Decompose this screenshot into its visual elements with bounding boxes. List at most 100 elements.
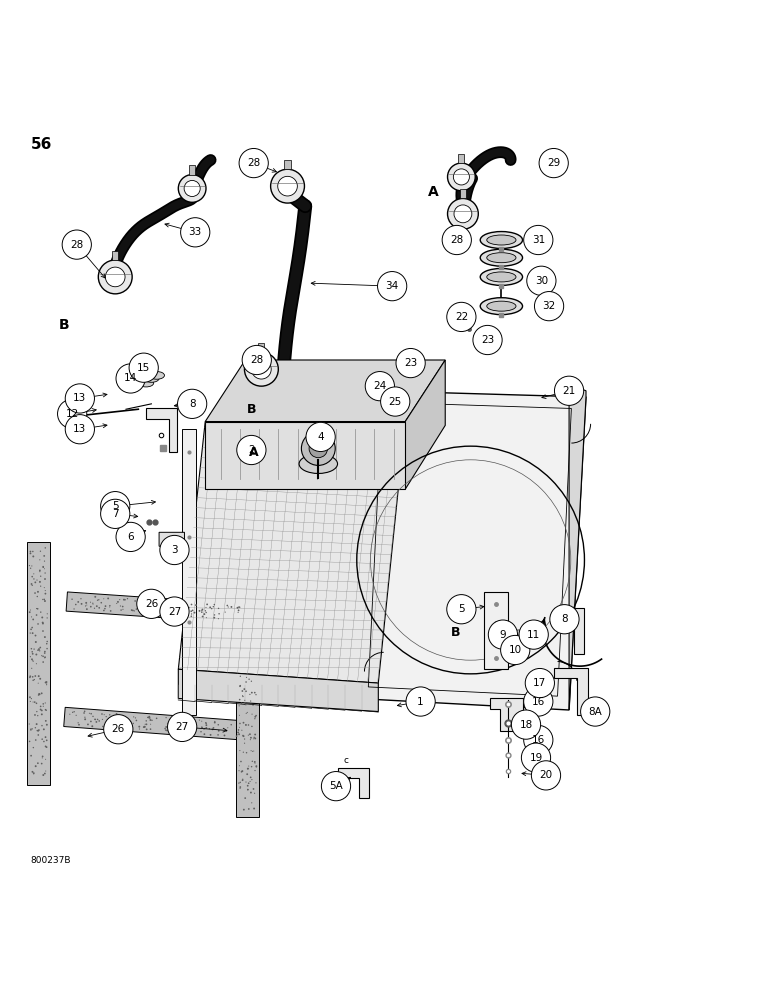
Point bbox=[78, 705, 90, 721]
Point bbox=[230, 728, 242, 744]
Polygon shape bbox=[554, 668, 587, 715]
Point bbox=[66, 704, 79, 720]
Point bbox=[40, 702, 52, 718]
Circle shape bbox=[242, 345, 272, 375]
Text: A: A bbox=[249, 446, 259, 459]
Point bbox=[249, 730, 262, 746]
Point bbox=[240, 669, 252, 685]
Point bbox=[208, 607, 221, 623]
Point bbox=[242, 761, 254, 777]
Point bbox=[26, 669, 39, 685]
Point bbox=[36, 702, 48, 718]
Point bbox=[241, 666, 253, 682]
Circle shape bbox=[454, 205, 472, 223]
Point bbox=[188, 716, 201, 732]
Point bbox=[35, 578, 47, 594]
Point bbox=[233, 698, 245, 714]
Point bbox=[34, 552, 46, 568]
Ellipse shape bbox=[480, 268, 523, 285]
Point bbox=[234, 779, 246, 795]
Point bbox=[27, 653, 39, 669]
Text: 25: 25 bbox=[388, 397, 402, 407]
Point bbox=[68, 601, 80, 617]
Point bbox=[89, 589, 101, 605]
Text: 27: 27 bbox=[168, 607, 181, 617]
Point bbox=[172, 721, 185, 737]
Point bbox=[41, 610, 53, 626]
Point bbox=[103, 599, 116, 615]
Point bbox=[181, 599, 193, 615]
Text: B: B bbox=[59, 318, 69, 332]
Ellipse shape bbox=[487, 272, 516, 282]
Point bbox=[244, 686, 256, 702]
Point bbox=[242, 761, 254, 777]
Point bbox=[114, 708, 127, 724]
Text: 5: 5 bbox=[458, 604, 465, 614]
Point bbox=[225, 717, 238, 733]
Point bbox=[27, 548, 39, 564]
Point bbox=[84, 594, 96, 610]
Text: 29: 29 bbox=[547, 158, 560, 168]
Text: 33: 33 bbox=[188, 227, 201, 237]
Circle shape bbox=[442, 225, 472, 255]
Text: 8A: 8A bbox=[588, 707, 602, 717]
Point bbox=[36, 591, 49, 607]
Point bbox=[179, 722, 191, 738]
Text: 18: 18 bbox=[520, 720, 533, 730]
Circle shape bbox=[525, 668, 554, 698]
Point bbox=[198, 606, 211, 622]
Circle shape bbox=[489, 620, 517, 649]
Point bbox=[225, 599, 238, 615]
Point bbox=[161, 596, 174, 612]
Point bbox=[93, 713, 105, 729]
Point bbox=[232, 600, 244, 616]
Point bbox=[212, 727, 224, 743]
Point bbox=[183, 599, 195, 615]
Point bbox=[185, 596, 198, 612]
Point bbox=[159, 721, 171, 737]
Point bbox=[125, 717, 137, 733]
Text: B: B bbox=[451, 626, 460, 639]
Point bbox=[245, 693, 257, 709]
Point bbox=[25, 641, 38, 657]
Text: 23: 23 bbox=[481, 335, 494, 345]
Circle shape bbox=[447, 595, 476, 624]
Point bbox=[104, 603, 117, 619]
Point bbox=[143, 709, 155, 725]
Point bbox=[182, 717, 195, 733]
Point bbox=[39, 738, 52, 754]
Point bbox=[29, 707, 41, 723]
Point bbox=[145, 605, 157, 621]
Point bbox=[176, 603, 188, 619]
Point bbox=[141, 599, 154, 615]
Point bbox=[39, 629, 51, 645]
Point bbox=[208, 715, 221, 731]
Point bbox=[232, 722, 245, 738]
Point bbox=[249, 685, 261, 701]
Point bbox=[240, 745, 252, 761]
Text: 23: 23 bbox=[404, 358, 417, 368]
Circle shape bbox=[252, 359, 271, 379]
Point bbox=[31, 723, 43, 739]
Point bbox=[25, 560, 37, 576]
Point bbox=[91, 711, 103, 727]
Point bbox=[239, 697, 252, 713]
Circle shape bbox=[306, 422, 335, 452]
Point bbox=[37, 559, 49, 575]
Point bbox=[37, 696, 49, 712]
Text: 30: 30 bbox=[535, 276, 548, 286]
Point bbox=[249, 785, 261, 801]
Point bbox=[36, 731, 49, 747]
Point bbox=[236, 763, 249, 779]
Point bbox=[188, 718, 201, 734]
Point bbox=[39, 702, 52, 718]
Circle shape bbox=[239, 148, 269, 178]
Text: 17: 17 bbox=[533, 678, 547, 688]
Point bbox=[33, 686, 46, 702]
Point bbox=[199, 715, 212, 731]
Point bbox=[219, 604, 232, 620]
Point bbox=[39, 593, 51, 609]
Point bbox=[39, 650, 51, 666]
Point bbox=[198, 721, 211, 737]
Point bbox=[185, 716, 198, 732]
